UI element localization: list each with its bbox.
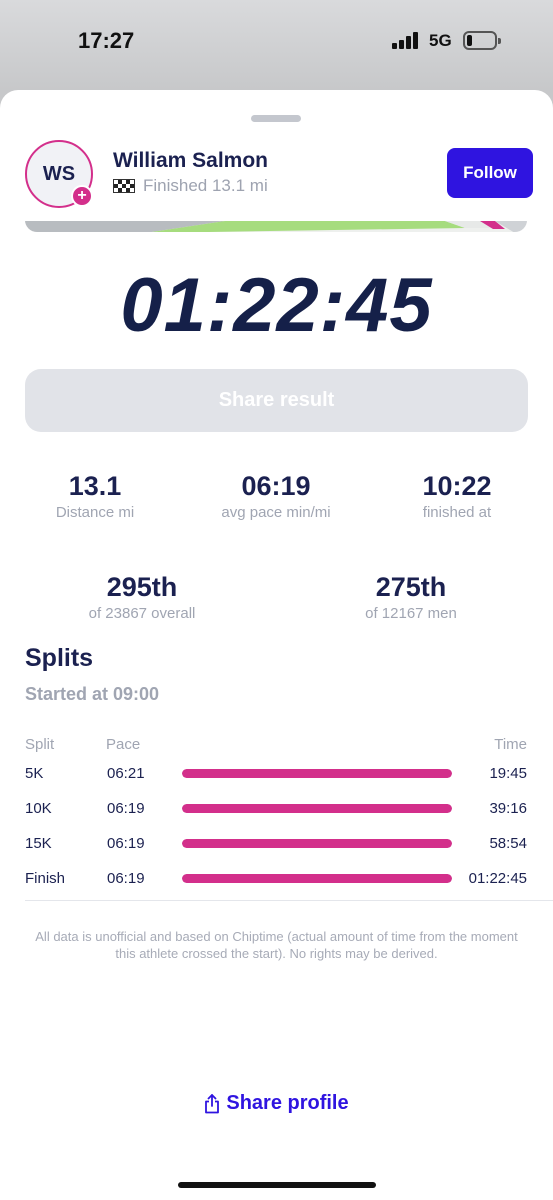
stat-value: 10:22 [422,471,492,501]
split-pace: 06:21 [107,765,145,782]
stat-finished-at: 10:22 finished at [387,471,527,521]
status-time: 17:27 [78,28,135,53]
checkered-flag-icon [113,179,135,193]
split-progress-bar [182,839,452,848]
ranking-gender: 275th of 12167 men [331,572,491,622]
share-result-button[interactable]: Share result [25,369,528,432]
split-name: 10K [25,800,52,817]
avatar-initials: WS [42,162,76,185]
athlete-status-text: Finished 13.1 mi [143,176,268,195]
splits-header-pace: Pace [106,736,141,753]
splits-header-split: Split [25,736,55,753]
stat-value: 13.1 [68,471,122,501]
stat-value: 06:19 [241,471,311,501]
athlete-sheet: WS + William Salmon Finished 13.1 mi Fol… [0,90,553,1200]
split-time: 39:16 [489,800,527,817]
split-pace: 06:19 [107,835,145,852]
split-progress-bar [182,874,452,883]
finish-time: 01:22:45 [120,263,433,348]
signal-icon [392,31,420,49]
splits-title: Splits [25,644,94,672]
ranking-value: 275th [375,572,447,602]
stat-distance: 13.1 Distance mi [25,471,165,521]
splits-start-time: Started at 09:00 [25,684,160,704]
split-pace: 06:19 [107,870,145,887]
network-type: 5G [429,31,452,50]
split-progress-fill [182,874,452,883]
share-icon [205,1093,220,1113]
split-name: 15K [25,835,52,852]
stat-label: Distance mi [55,504,135,521]
athlete-name: William Salmon [113,149,269,172]
split-row: 10K 06:19 39:16 [0,798,553,820]
split-time: 58:54 [489,835,527,852]
split-progress-fill [182,804,452,813]
battery-icon [463,31,501,50]
split-progress-fill [182,769,452,778]
home-indicator[interactable] [178,1182,376,1188]
avatar[interactable]: WS [25,140,93,208]
split-name: 5K [25,765,44,782]
route-map-strip[interactable] [25,220,527,232]
status-bar: 17:27 5G [0,0,553,90]
ranking-overall: 295th of 23867 overall [62,572,222,622]
stat-label: avg pace min/mi [221,504,331,521]
sheet-grabber[interactable] [251,115,301,122]
ranking-label: of 12167 men [365,605,457,622]
splits-header-time: Time [494,736,527,753]
disclaimer: All data is unofficial and based on Chip… [35,929,518,961]
ranking-value: 295th [106,572,178,602]
split-name: Finish [25,870,66,887]
split-row: 5K 06:21 19:45 [0,763,553,785]
divider [25,900,553,901]
split-row: 15K 06:19 58:54 [0,833,553,855]
plus-icon[interactable]: + [71,185,93,207]
split-time: 19:45 [489,765,527,782]
stat-label: finished at [422,504,492,521]
split-time: 01:22:45 [468,870,527,887]
split-pace: 06:19 [107,800,145,817]
split-progress-bar [182,769,452,778]
split-row: Finish 06:19 01:22:45 [0,868,553,890]
share-profile-button[interactable]: Share profile [0,1092,553,1115]
follow-button[interactable]: Follow [447,148,533,198]
split-progress-fill [182,839,452,848]
split-progress-bar [182,804,452,813]
stat-avg-pace: 06:19 avg pace min/mi [196,471,356,521]
share-profile-label: Share profile [226,1092,349,1114]
ranking-label: of 23867 overall [88,605,196,622]
athlete-status: Finished 13.1 mi [113,176,268,196]
